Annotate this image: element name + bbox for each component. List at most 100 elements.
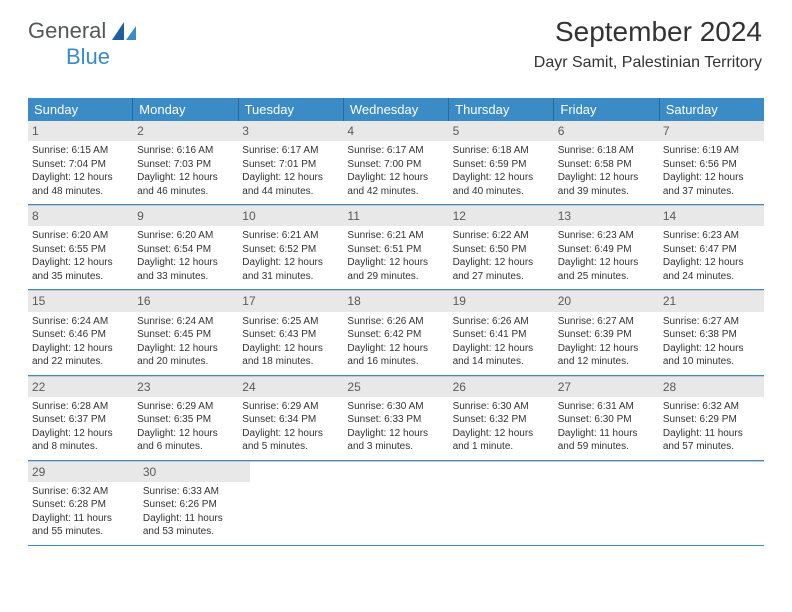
day-cell: 8 Sunrise: 6:20 AMSunset: 6:55 PMDaylight…	[28, 206, 133, 289]
sunset-text: Sunset: 6:30 PM	[558, 413, 655, 427]
sunset-text: Sunset: 6:43 PM	[242, 328, 339, 342]
day-cell: 5Sunrise: 6:18 AMSunset: 6:59 PMDaylight…	[449, 121, 554, 204]
day-number: 13	[554, 206, 659, 226]
day-cell: 13Sunrise: 6:23 AMSunset: 6:49 PMDayligh…	[554, 206, 659, 289]
day-cell: 16Sunrise: 6:24 AMSunset: 6:45 PMDayligh…	[133, 291, 238, 374]
day-number: 18	[343, 291, 448, 311]
logo-sail-icon	[112, 22, 138, 44]
weekday-header-row: Sunday Monday Tuesday Wednesday Thursday…	[28, 98, 764, 121]
sunset-text: Sunset: 6:38 PM	[663, 328, 760, 342]
daylight-text: and 1 minute.	[453, 440, 550, 454]
daylight-text: and 6 minutes.	[137, 440, 234, 454]
daylight-text: and 22 minutes.	[32, 355, 129, 369]
sunrise-text: Sunrise: 6:22 AM	[453, 229, 550, 243]
day-number: 11	[343, 206, 448, 226]
daylight-text: Daylight: 12 hours	[453, 427, 550, 441]
day-cell: 26Sunrise: 6:30 AMSunset: 6:32 PMDayligh…	[449, 377, 554, 460]
daylight-text: and 20 minutes.	[137, 355, 234, 369]
sunset-text: Sunset: 6:51 PM	[347, 243, 444, 257]
sunset-text: Sunset: 6:35 PM	[137, 413, 234, 427]
day-number: 1	[28, 121, 133, 141]
sunset-text: Sunset: 6:46 PM	[32, 328, 129, 342]
sunrise-text: Sunrise: 6:21 AM	[347, 229, 444, 243]
daylight-text: Daylight: 12 hours	[453, 256, 550, 270]
sunset-text: Sunset: 6:59 PM	[453, 158, 550, 172]
daylight-text: and 12 minutes.	[558, 355, 655, 369]
day-number: 8	[28, 206, 133, 226]
sunrise-text: Sunrise: 6:15 AM	[32, 144, 129, 158]
sunset-text: Sunset: 6:39 PM	[558, 328, 655, 342]
daylight-text: Daylight: 12 hours	[242, 256, 339, 270]
month-title: September 2024	[534, 16, 762, 48]
day-number: 6	[554, 121, 659, 141]
day-cell: 6Sunrise: 6:18 AMSunset: 6:58 PMDaylight…	[554, 121, 659, 204]
sunset-text: Sunset: 6:32 PM	[453, 413, 550, 427]
daylight-text: and 29 minutes.	[347, 270, 444, 284]
daylight-text: Daylight: 12 hours	[32, 256, 129, 270]
weekday-saturday: Saturday	[660, 98, 764, 121]
day-number: 16	[133, 291, 238, 311]
day-cell: 28Sunrise: 6:32 AMSunset: 6:29 PMDayligh…	[659, 377, 764, 460]
empty-cell	[661, 462, 764, 545]
daylight-text: Daylight: 12 hours	[32, 171, 129, 185]
day-cell: 24Sunrise: 6:29 AMSunset: 6:34 PMDayligh…	[238, 377, 343, 460]
day-cell: 20Sunrise: 6:27 AMSunset: 6:39 PMDayligh…	[554, 291, 659, 374]
sunset-text: Sunset: 6:33 PM	[347, 413, 444, 427]
day-number: 20	[554, 291, 659, 311]
day-number: 10	[238, 206, 343, 226]
sunrise-text: Sunrise: 6:18 AM	[558, 144, 655, 158]
day-number: 25	[343, 377, 448, 397]
day-cell: 29Sunrise: 6:32 AMSunset: 6:28 PMDayligh…	[28, 462, 139, 545]
daylight-text: and 55 minutes.	[32, 525, 135, 539]
day-cell: 17Sunrise: 6:25 AMSunset: 6:43 PMDayligh…	[238, 291, 343, 374]
weekday-monday: Monday	[133, 98, 238, 121]
sunrise-text: Sunrise: 6:25 AM	[242, 315, 339, 329]
weekday-sunday: Sunday	[28, 98, 133, 121]
sunrise-text: Sunrise: 6:30 AM	[453, 400, 550, 414]
day-number: 27	[554, 377, 659, 397]
day-cell: 11Sunrise: 6:21 AMSunset: 6:51 PMDayligh…	[343, 206, 448, 289]
daylight-text: Daylight: 12 hours	[137, 427, 234, 441]
sunset-text: Sunset: 6:55 PM	[32, 243, 129, 257]
sunset-text: Sunset: 6:56 PM	[663, 158, 760, 172]
logo-text-blue: Blue	[66, 44, 110, 69]
day-number: 14	[659, 206, 764, 226]
day-number: 3	[238, 121, 343, 141]
week-row: 1Sunrise: 6:15 AMSunset: 7:04 PMDaylight…	[28, 121, 764, 205]
sunrise-text: Sunrise: 6:29 AM	[137, 400, 234, 414]
location-label: Dayr Samit, Palestinian Territory	[534, 54, 762, 72]
day-number: 17	[238, 291, 343, 311]
sunrise-text: Sunrise: 6:27 AM	[663, 315, 760, 329]
day-cell: 27Sunrise: 6:31 AMSunset: 6:30 PMDayligh…	[554, 377, 659, 460]
daylight-text: Daylight: 12 hours	[242, 427, 339, 441]
week-row: 29Sunrise: 6:32 AMSunset: 6:28 PMDayligh…	[28, 461, 764, 546]
daylight-text: and 27 minutes.	[453, 270, 550, 284]
day-cell: 4Sunrise: 6:17 AMSunset: 7:00 PMDaylight…	[343, 121, 448, 204]
daylight-text: Daylight: 11 hours	[143, 512, 246, 526]
sunset-text: Sunset: 6:50 PM	[453, 243, 550, 257]
empty-cell	[250, 462, 353, 545]
day-cell: 15Sunrise: 6:24 AMSunset: 6:46 PMDayligh…	[28, 291, 133, 374]
daylight-text: and 8 minutes.	[32, 440, 129, 454]
sunset-text: Sunset: 6:37 PM	[32, 413, 129, 427]
daylight-text: and 53 minutes.	[143, 525, 246, 539]
sunset-text: Sunset: 6:47 PM	[663, 243, 760, 257]
day-cell: 23Sunrise: 6:29 AMSunset: 6:35 PMDayligh…	[133, 377, 238, 460]
empty-cell	[558, 462, 661, 545]
day-number: 28	[659, 377, 764, 397]
day-cell: 22Sunrise: 6:28 AMSunset: 6:37 PMDayligh…	[28, 377, 133, 460]
sunset-text: Sunset: 6:26 PM	[143, 498, 246, 512]
daylight-text: and 59 minutes.	[558, 440, 655, 454]
sunrise-text: Sunrise: 6:24 AM	[32, 315, 129, 329]
daylight-text: and 10 minutes.	[663, 355, 760, 369]
day-cell: 14Sunrise: 6:23 AMSunset: 6:47 PMDayligh…	[659, 206, 764, 289]
sunset-text: Sunset: 6:54 PM	[137, 243, 234, 257]
daylight-text: Daylight: 11 hours	[558, 427, 655, 441]
weekday-thursday: Thursday	[449, 98, 554, 121]
daylight-text: and 25 minutes.	[558, 270, 655, 284]
daylight-text: and 35 minutes.	[32, 270, 129, 284]
day-cell: 18Sunrise: 6:26 AMSunset: 6:42 PMDayligh…	[343, 291, 448, 374]
daylight-text: and 40 minutes.	[453, 185, 550, 199]
sunset-text: Sunset: 6:41 PM	[453, 328, 550, 342]
sunrise-text: Sunrise: 6:20 AM	[32, 229, 129, 243]
